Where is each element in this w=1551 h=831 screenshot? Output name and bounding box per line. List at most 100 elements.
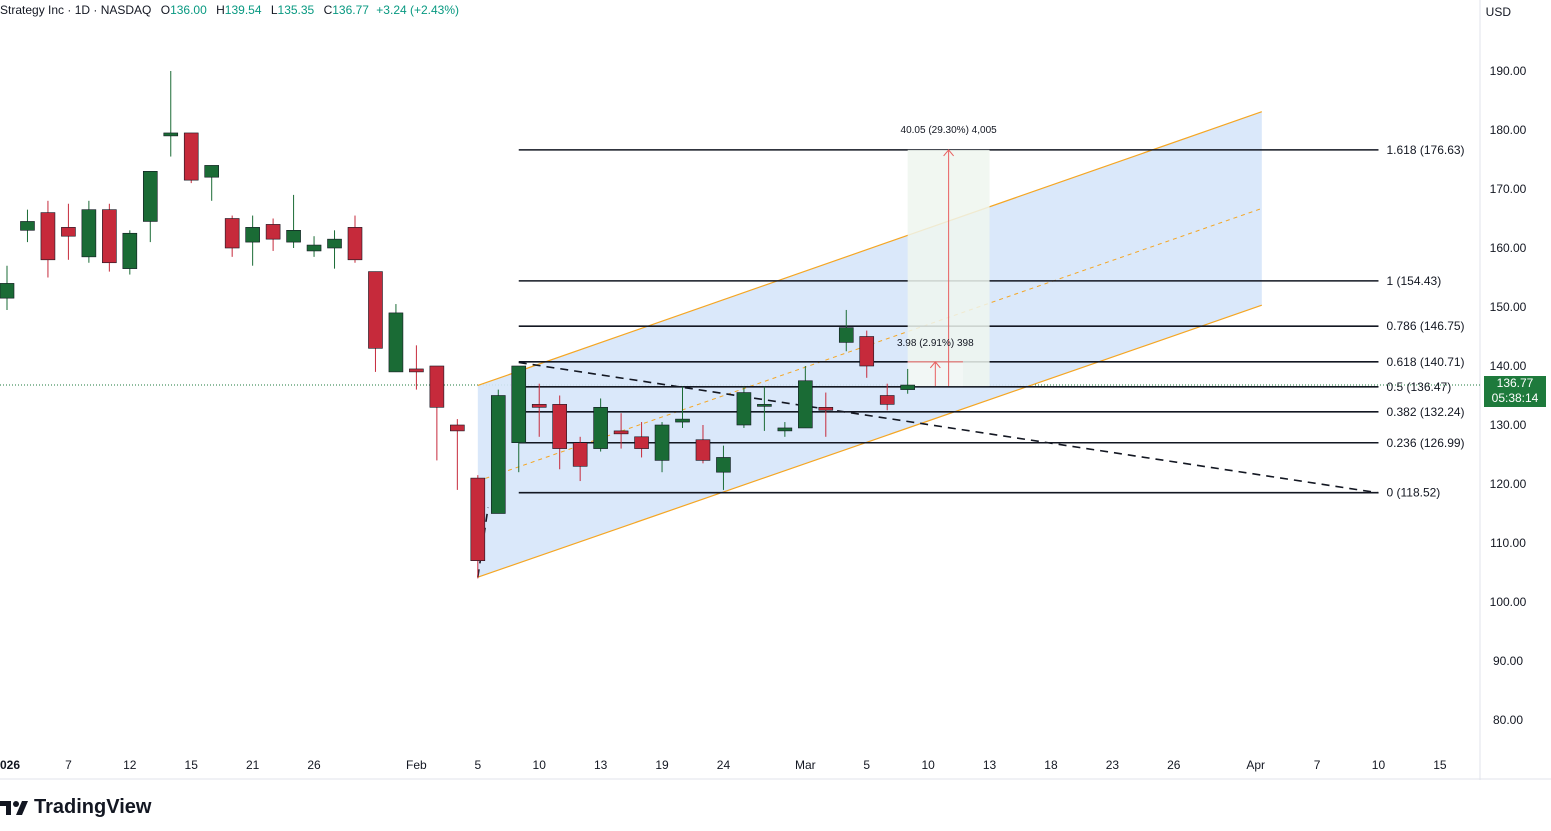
last-price-value: 136.77	[1496, 376, 1534, 390]
time-tick-label: 15	[1433, 758, 1447, 772]
candle-body	[511, 365, 527, 443]
candle	[368, 271, 383, 372]
price-tick-label: 160.00	[1490, 241, 1527, 255]
fib-level-label: 0.5 (136.47)	[1386, 380, 1451, 394]
candle	[798, 366, 813, 429]
candle-body	[716, 457, 731, 473]
candle	[511, 365, 527, 473]
time-axis[interactable]: 026 7 12 15 21 26 Feb 5 10 13 19 24 Mar 5 10 13 18 23 26 Ap…	[0, 758, 1447, 772]
price-tick-label: 150.00	[1490, 300, 1527, 314]
price-tick-label: 110.00	[1490, 536, 1526, 550]
time-tick-label: 21	[246, 758, 260, 772]
candle	[429, 365, 445, 461]
time-tick-label: 26	[1167, 758, 1181, 772]
time-tick-label: 26	[307, 758, 321, 772]
candle	[40, 200, 56, 278]
price-tick-label: 170.00	[1490, 182, 1527, 196]
price-tick-label: 90.00	[1493, 654, 1523, 668]
candle-body	[409, 368, 424, 373]
fibonacci-extension[interactable]: 1.618 (176.63) 1 (154.43) 0.786 (146.75) 0.…	[518, 143, 1465, 500]
candle-body	[81, 209, 97, 258]
candle	[347, 215, 363, 263]
time-tick-label: 5	[863, 758, 870, 772]
time-tick-label: 23	[1106, 758, 1120, 772]
price-axis[interactable]: 190.00 180.00 170.00 160.00 150.00 140.00 130.…	[1490, 64, 1527, 727]
time-tick-label: 13	[594, 758, 608, 772]
candle	[470, 475, 486, 579]
time-tick-label: 24	[717, 758, 731, 772]
candle-body	[675, 418, 690, 423]
fib-level-label: 0.382 (132.24)	[1386, 405, 1464, 419]
candle-body	[777, 427, 793, 432]
candle	[61, 203, 76, 260]
tradingview-logo[interactable]: TradingView	[0, 796, 151, 819]
candle-body	[142, 171, 158, 222]
channel-upper-line	[477, 111, 1263, 387]
fib-level-label: 1.618 (176.63)	[1386, 143, 1464, 157]
price-tick-label: 190.00	[1490, 64, 1527, 78]
candle-body	[531, 404, 547, 408]
candle	[716, 445, 731, 490]
price-tick-label: 130.00	[1490, 418, 1527, 432]
candle-body	[0, 283, 15, 299]
time-tick-label: Feb	[406, 758, 427, 772]
price-range-measure[interactable]: 40.05 (29.30%) 4,005 3.98 (2.91%) 398	[897, 125, 998, 387]
candle	[306, 236, 322, 257]
candle	[20, 209, 35, 243]
candle	[879, 383, 895, 411]
candle	[183, 132, 199, 184]
tradingview-logo-icon	[0, 800, 28, 815]
currency-selector[interactable]: USD	[1485, 5, 1511, 19]
candle	[245, 215, 260, 266]
low-label: L	[270, 3, 278, 17]
measure-long-label: 40.05 (29.30%) 4,005	[901, 125, 998, 136]
chart-background	[0, 0, 1551, 780]
candle-body	[572, 442, 588, 467]
candlestick-series[interactable]	[0, 71, 915, 579]
candle	[81, 200, 97, 263]
time-tick-label: Apr	[1246, 758, 1265, 772]
time-tick-label: 5	[474, 758, 481, 772]
candle	[224, 215, 240, 257]
candle	[757, 386, 772, 431]
candle	[142, 171, 158, 243]
candle	[204, 165, 219, 201]
candle-body	[306, 244, 322, 252]
candle	[634, 422, 649, 458]
candle	[613, 413, 629, 449]
time-tick-label: 19	[655, 758, 669, 772]
candle	[163, 71, 179, 157]
price-tick-label: 180.00	[1490, 123, 1527, 137]
open-label: O	[160, 3, 171, 17]
candle	[490, 389, 506, 514]
candle-body	[613, 430, 629, 435]
candle	[777, 422, 793, 437]
open-value: 136.00	[170, 3, 207, 17]
candle	[593, 398, 608, 452]
time-tick-label: 10	[1372, 758, 1386, 772]
candle	[675, 386, 690, 428]
candle-body	[429, 365, 445, 408]
time-tick-label: Mar	[795, 758, 816, 772]
candle-body	[757, 404, 772, 407]
time-tick-label: 7	[65, 758, 72, 772]
candle-body	[736, 392, 752, 426]
candle	[0, 265, 15, 310]
last-price-tag: 136.77 05:38:14	[1484, 376, 1546, 407]
candle-body	[552, 404, 567, 449]
candle-body	[695, 439, 711, 461]
candle-body	[900, 384, 915, 390]
change-value: +3.24 (+2.43%)	[376, 3, 460, 17]
close-value: 136.77	[332, 3, 369, 17]
candle	[736, 386, 752, 428]
symbol-title[interactable]: Strategy Inc · 1D · NASDAQ	[0, 3, 152, 17]
candle-body	[450, 424, 465, 432]
candle-body	[327, 238, 342, 249]
candle-body	[163, 132, 179, 137]
price-tick-label: 80.00	[1493, 713, 1523, 727]
candle	[265, 218, 281, 251]
time-tick-label: 026	[0, 758, 20, 772]
price-tick-label: 120.00	[1490, 477, 1527, 491]
candle	[531, 383, 547, 437]
